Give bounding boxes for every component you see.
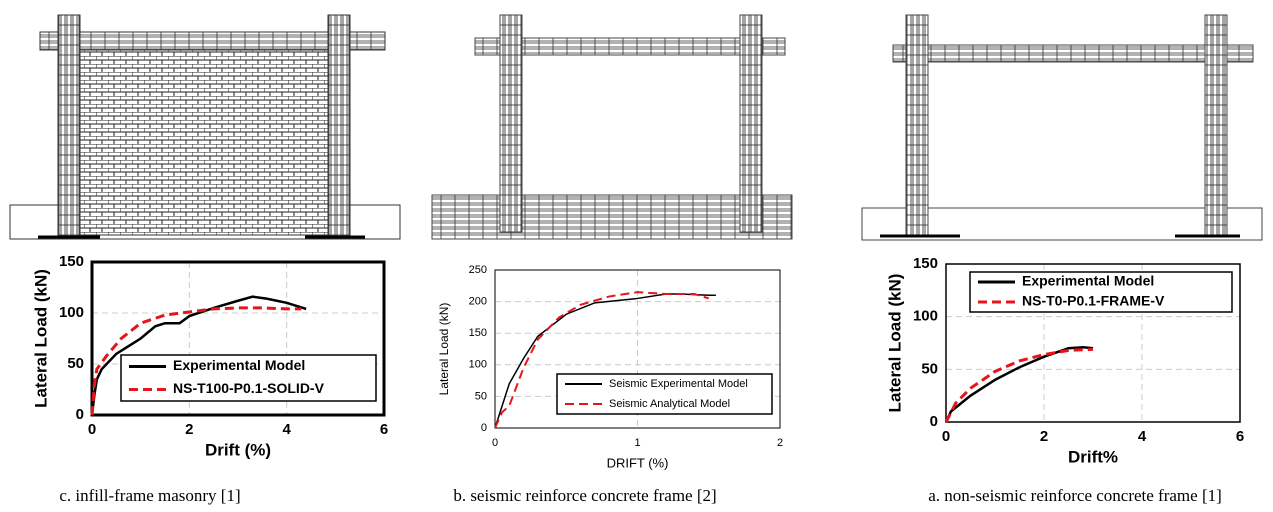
legend-label: Seismic Experimental Model — [609, 378, 748, 390]
x-tick-label: 2 — [777, 437, 783, 449]
x-tick-label: 0 — [492, 437, 498, 449]
x-tick-label: 6 — [1236, 428, 1244, 445]
caption: c. infill-frame masonry [1] — [59, 486, 240, 505]
x-tick-label: 2 — [1040, 428, 1048, 445]
x-tick-label: 1 — [634, 437, 640, 449]
y-tick-label: 50 — [475, 390, 487, 402]
x-tick-label: 6 — [380, 421, 388, 438]
y-tick-label: 250 — [469, 264, 487, 276]
x-axis-label: Drift (%) — [205, 440, 271, 459]
y-tick-label: 150 — [59, 253, 84, 270]
legend-label: NS-T0-P0.1-FRAME-V — [1022, 293, 1165, 309]
y-tick-label: 100 — [469, 359, 487, 371]
y-tick-label: 200 — [469, 296, 487, 308]
legend-label: Experimental Model — [173, 357, 305, 373]
line-series — [946, 347, 1093, 422]
x-tick-label: 2 — [185, 421, 193, 438]
line-series — [946, 349, 1093, 422]
y-tick-label: 150 — [913, 255, 938, 272]
y-tick-label: 100 — [913, 308, 938, 325]
y-axis-label: Lateral Load (kN) — [31, 269, 50, 408]
caption: a. non-seismic reinforce concrete frame … — [928, 486, 1222, 505]
x-axis-label: Drift% — [1068, 447, 1118, 466]
frame-drawing — [10, 15, 400, 239]
x-tick-label: 4 — [282, 421, 291, 438]
y-tick-label: 150 — [469, 327, 487, 339]
x-tick-label: 0 — [88, 421, 96, 438]
y-tick-label: 50 — [921, 360, 938, 377]
x-tick-label: 0 — [942, 428, 950, 445]
y-tick-label: 100 — [59, 304, 84, 321]
caption: b. seismic reinforce concrete frame [2] — [453, 486, 716, 505]
y-tick-label: 0 — [481, 422, 487, 434]
y-axis-label: Lateral Load (kN) — [437, 303, 451, 396]
y-tick-label: 50 — [67, 355, 84, 372]
page: {"chart_data":[ {"type":"line","x_label"… — [0, 0, 1273, 512]
x-axis-label: DRIFT (%) — [607, 455, 669, 470]
y-axis-label: Lateral Load (kN) — [885, 274, 904, 413]
x-tick-label: 4 — [1138, 428, 1147, 445]
y-tick-label: 0 — [76, 406, 84, 423]
frame-drawing — [432, 15, 792, 239]
frame-drawing — [862, 15, 1262, 240]
y-tick-label: 0 — [930, 413, 938, 430]
legend-label: Experimental Model — [1022, 273, 1154, 289]
legend-label: Seismic Analytical Model — [609, 398, 730, 410]
figure: 0501001500246Drift (%)Lateral Load (kN)E… — [0, 0, 1273, 512]
legend-label: NS-T100-P0.1-SOLID-V — [173, 380, 325, 396]
